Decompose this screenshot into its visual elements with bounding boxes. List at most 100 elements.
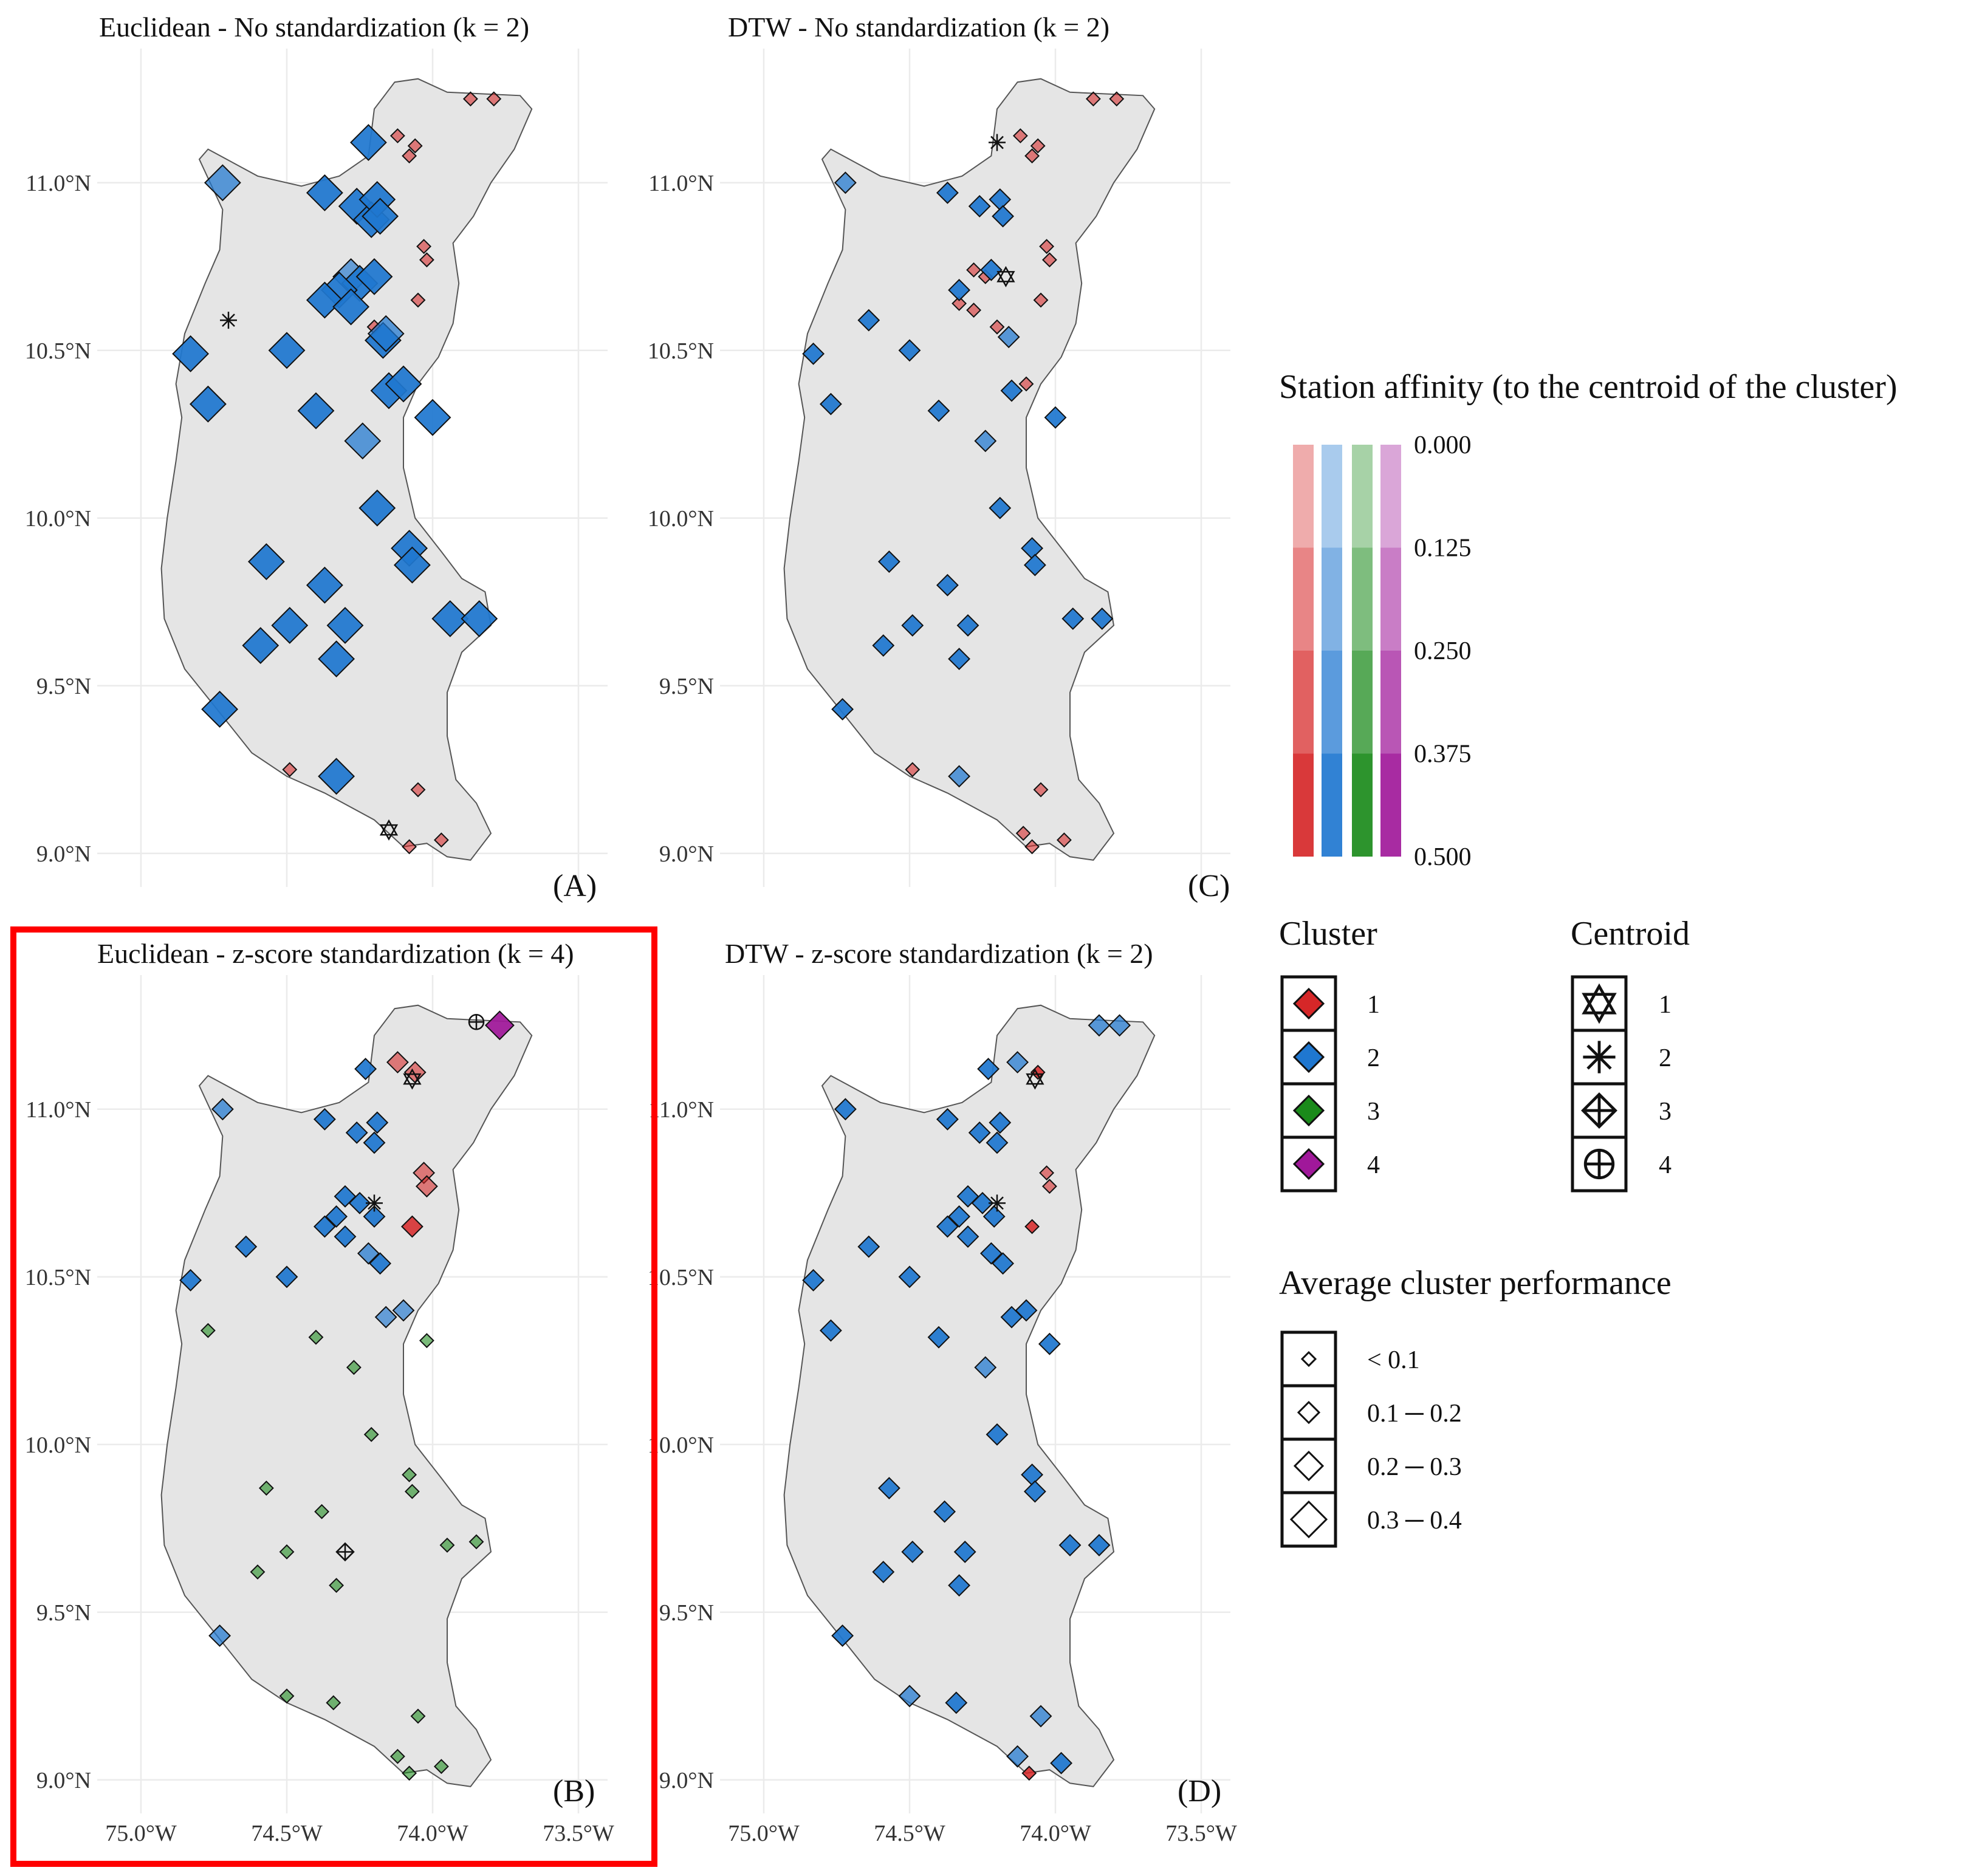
panel-d-land (783, 1004, 1156, 1787)
station-marker (1058, 1533, 1082, 1556)
centroid-key-label: 3 (1659, 1098, 1672, 1126)
legend-centroid: Centroid 1 2 3 4 (1571, 915, 1690, 1193)
station-marker (857, 1235, 880, 1258)
legend-performance: Average cluster performance < 0.1 0.1 ─ 0… (1279, 1264, 1672, 1548)
station-marker (905, 762, 921, 778)
station-marker (275, 1265, 298, 1289)
station-marker (1006, 1051, 1029, 1073)
performance-key-diamond (1293, 1450, 1325, 1482)
station-marker (329, 1578, 345, 1594)
station-marker (258, 1481, 274, 1496)
station-marker (1088, 1533, 1111, 1556)
affinity-swatch (1352, 445, 1373, 548)
panel-a-land (160, 78, 533, 861)
panel-d-label: (D) (1178, 1774, 1221, 1809)
y-tick-label: 9.0°N (36, 1768, 91, 1793)
centroid-key-symbol (1583, 1041, 1615, 1073)
centroid-key-label: 4 (1659, 1151, 1672, 1179)
station-marker (362, 197, 399, 235)
station-marker (279, 1688, 295, 1704)
y-tick-label: 11.0°N (648, 171, 714, 196)
legend-cluster: Cluster 1 2 3 4 (1279, 915, 1380, 1193)
station-marker (948, 765, 971, 788)
centroid-marker (987, 133, 1007, 152)
station-marker (369, 1252, 392, 1275)
station-marker (393, 546, 431, 584)
affinity-swatch (1322, 753, 1342, 857)
station-marker (407, 138, 423, 154)
station-marker (1050, 1751, 1073, 1775)
panel-c-title: DTW - No standardization (k = 2) (728, 12, 1109, 43)
station-marker (385, 365, 422, 403)
affinity-swatch (1293, 445, 1314, 548)
station-marker (282, 762, 298, 778)
x-tick-label: 75.0°W (105, 1821, 177, 1846)
station-marker (1041, 252, 1057, 268)
station-marker (374, 1306, 397, 1329)
station-marker (948, 1205, 971, 1228)
station-marker (200, 1323, 216, 1338)
station-marker (431, 600, 469, 637)
panel-d-stations (802, 1014, 1131, 1781)
station-marker (977, 1058, 1000, 1080)
station-marker (1015, 1299, 1038, 1322)
station-marker (433, 1759, 449, 1775)
legend-centroid-title: Centroid (1571, 915, 1690, 953)
station-marker (367, 315, 405, 352)
cluster-key-label: 1 (1367, 991, 1380, 1019)
station-marker (268, 332, 306, 369)
station-marker (989, 319, 1005, 335)
station-marker (306, 281, 343, 319)
station-marker (1033, 292, 1049, 308)
station-marker (989, 496, 1012, 519)
station-marker (945, 1691, 968, 1714)
station-marker (363, 1205, 386, 1228)
affinity-swatch (1380, 753, 1401, 857)
y-tick-label: 11.0°N (26, 1097, 91, 1123)
station-marker (344, 422, 382, 460)
centroid-marker (468, 1014, 485, 1030)
station-marker (982, 1205, 1006, 1228)
station-marker (1030, 138, 1046, 154)
affinity-break-label: 0.500 (1414, 843, 1472, 871)
station-marker (974, 1356, 997, 1379)
station-marker (1056, 832, 1072, 848)
affinity-break-label: 0.125 (1414, 535, 1472, 563)
station-marker (952, 296, 967, 311)
legend-performance-keys: < 0.1 0.1 ─ 0.2 0.2 ─ 0.3 0.3 ─ 0.4 (1280, 1330, 1462, 1548)
station-marker (834, 171, 857, 194)
station-marker (402, 839, 417, 855)
station-marker (1108, 1014, 1131, 1037)
station-marker (410, 292, 426, 308)
station-marker (1018, 376, 1034, 392)
station-marker (1038, 1332, 1061, 1355)
affinity-swatch (1322, 445, 1342, 548)
affinity-swatch (1352, 753, 1373, 857)
station-marker (819, 392, 842, 416)
station-marker (414, 399, 451, 436)
station-marker (1012, 128, 1028, 143)
centroid-key-label: 2 (1659, 1044, 1672, 1072)
station-marker (1024, 148, 1040, 164)
station-marker (877, 1477, 900, 1499)
station-marker (1015, 826, 1031, 841)
station-marker (400, 1215, 423, 1238)
panel-b: Euclidean - z-score standardization (k =… (25, 938, 614, 1846)
y-tick-label: 11.0°N (648, 1097, 714, 1123)
station-marker (389, 1748, 405, 1764)
station-marker (235, 1235, 258, 1258)
station-marker (1041, 1179, 1057, 1194)
station-marker (363, 1131, 386, 1154)
station-marker (363, 1426, 379, 1442)
station-marker (326, 1695, 341, 1711)
station-marker (1029, 1705, 1052, 1728)
station-marker (415, 1175, 438, 1198)
legend-cluster-keys: 1 2 3 4 (1280, 975, 1380, 1193)
station-marker (439, 1537, 455, 1553)
cluster-key-box (1280, 975, 1337, 1032)
panel-d-x-axis: 75.0°W 74.5°W 74.0°W 73.5°W (728, 1821, 1237, 1846)
station-marker (802, 1268, 825, 1292)
station-marker (831, 698, 854, 721)
y-tick-label: 10.0°N (25, 506, 91, 532)
